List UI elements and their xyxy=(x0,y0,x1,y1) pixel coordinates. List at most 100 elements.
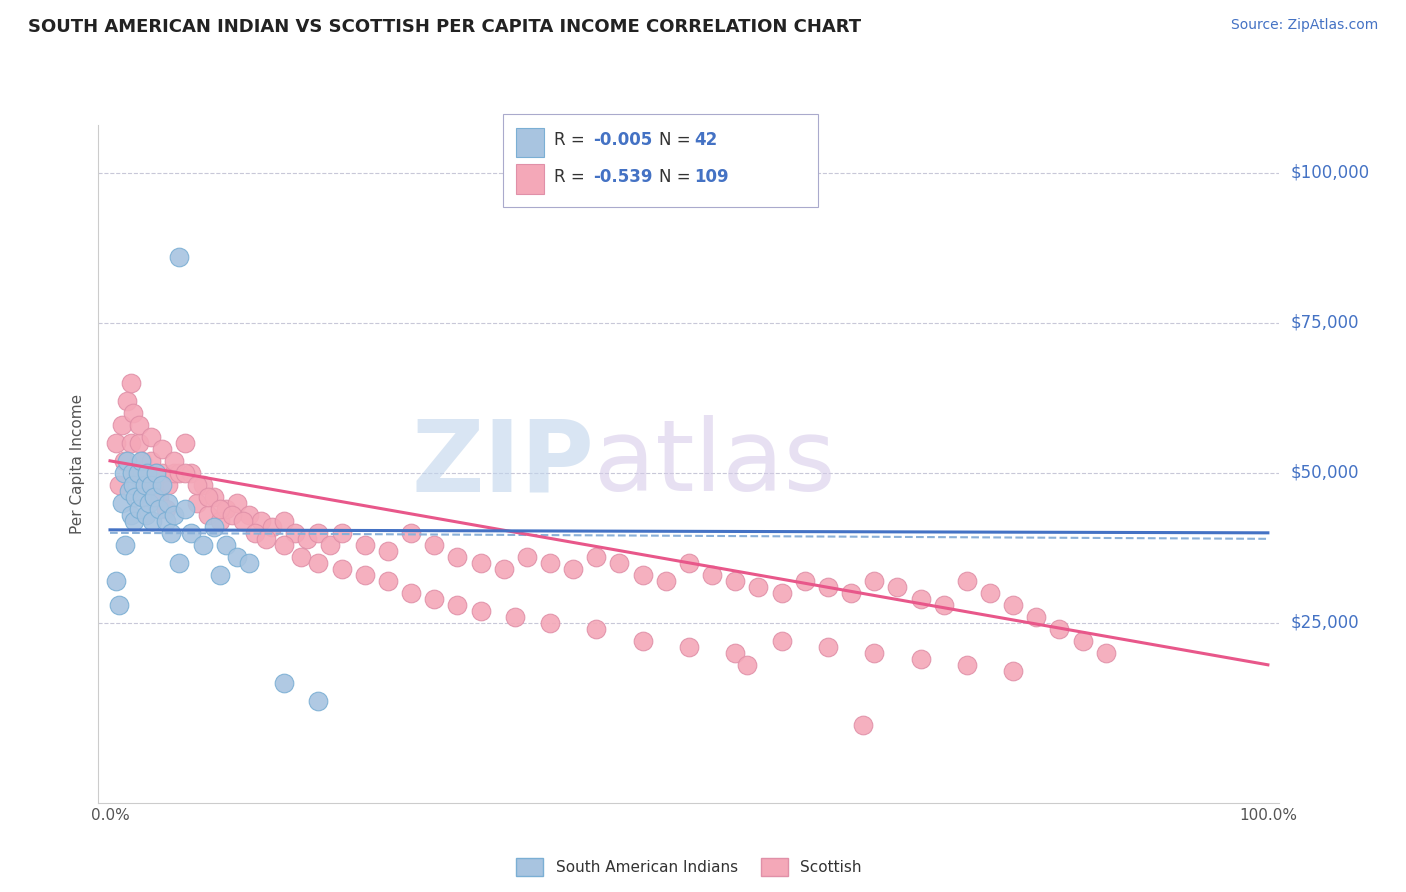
Point xyxy=(150,442,173,456)
Point xyxy=(423,538,446,552)
Point xyxy=(655,574,678,588)
Point xyxy=(122,478,145,492)
Point xyxy=(124,514,146,528)
Point xyxy=(221,508,243,522)
Point xyxy=(910,591,932,606)
Point xyxy=(979,586,1001,600)
Point xyxy=(134,466,156,480)
Text: Source: ZipAtlas.com: Source: ZipAtlas.com xyxy=(1230,18,1378,32)
Point xyxy=(678,640,700,654)
Point xyxy=(1025,610,1047,624)
Point xyxy=(538,556,561,570)
Point xyxy=(163,454,186,468)
Point xyxy=(180,525,202,540)
Text: 42: 42 xyxy=(695,131,718,149)
Point xyxy=(377,574,399,588)
Point xyxy=(839,586,862,600)
Point xyxy=(817,640,839,654)
Text: atlas: atlas xyxy=(595,416,837,512)
Point xyxy=(249,514,271,528)
Point xyxy=(609,556,631,570)
Point xyxy=(747,580,769,594)
Point xyxy=(112,466,135,480)
Point xyxy=(1002,664,1025,678)
Point xyxy=(377,544,399,558)
Point xyxy=(232,514,254,528)
Point xyxy=(108,478,131,492)
Point xyxy=(117,393,139,408)
Text: $100,000: $100,000 xyxy=(1291,164,1369,182)
Point xyxy=(793,574,815,588)
Point xyxy=(631,633,654,648)
Point xyxy=(155,501,177,516)
Point xyxy=(136,478,159,492)
Point xyxy=(155,514,177,528)
Point xyxy=(770,586,793,600)
Point xyxy=(284,525,307,540)
Point xyxy=(724,574,747,588)
Point xyxy=(886,580,908,594)
Text: -0.539: -0.539 xyxy=(593,168,652,186)
Point xyxy=(1071,633,1094,648)
Point xyxy=(399,525,422,540)
Point xyxy=(226,496,249,510)
Point xyxy=(956,657,979,672)
Point xyxy=(1002,598,1025,612)
Point xyxy=(104,574,127,588)
Point xyxy=(134,478,156,492)
Point xyxy=(143,478,166,492)
Point xyxy=(110,417,132,432)
Point xyxy=(910,652,932,666)
Point xyxy=(148,501,170,516)
Point xyxy=(128,501,150,516)
Point xyxy=(319,538,342,552)
Point xyxy=(399,586,422,600)
Point xyxy=(215,538,238,552)
Point xyxy=(956,574,979,588)
Point xyxy=(145,466,167,480)
Text: $50,000: $50,000 xyxy=(1291,464,1360,482)
Point xyxy=(139,478,162,492)
Point xyxy=(585,622,607,636)
Point xyxy=(353,567,375,582)
Point xyxy=(262,520,284,534)
Point xyxy=(114,538,136,552)
Text: -0.005: -0.005 xyxy=(593,131,652,149)
Point xyxy=(1094,646,1116,660)
Point xyxy=(307,525,329,540)
Point xyxy=(191,478,214,492)
Text: R =: R = xyxy=(554,168,591,186)
Point xyxy=(243,525,266,540)
Point xyxy=(127,466,149,480)
Point xyxy=(932,598,955,612)
Point xyxy=(470,556,492,570)
Point xyxy=(353,538,375,552)
Point xyxy=(156,496,179,510)
Point xyxy=(1049,622,1071,636)
Point xyxy=(169,556,191,570)
Point xyxy=(128,435,150,450)
Point xyxy=(446,598,468,612)
Point xyxy=(121,466,143,480)
Point xyxy=(208,514,231,528)
Point xyxy=(492,562,515,576)
Point xyxy=(120,508,142,522)
Point xyxy=(202,490,225,504)
Text: R =: R = xyxy=(554,131,591,149)
Point xyxy=(254,532,277,546)
Point xyxy=(163,508,186,522)
Point xyxy=(273,514,295,528)
Point xyxy=(122,406,145,420)
Point xyxy=(141,514,163,528)
Point xyxy=(863,574,886,588)
Point xyxy=(136,466,159,480)
Text: SOUTH AMERICAN INDIAN VS SCOTTISH PER CAPITA INCOME CORRELATION CHART: SOUTH AMERICAN INDIAN VS SCOTTISH PER CA… xyxy=(28,18,862,36)
Point xyxy=(186,478,208,492)
Point xyxy=(117,454,139,468)
Point xyxy=(197,490,219,504)
Point xyxy=(112,454,135,468)
Point xyxy=(208,567,231,582)
Point xyxy=(423,591,446,606)
Point xyxy=(150,478,173,492)
Point xyxy=(174,501,197,516)
